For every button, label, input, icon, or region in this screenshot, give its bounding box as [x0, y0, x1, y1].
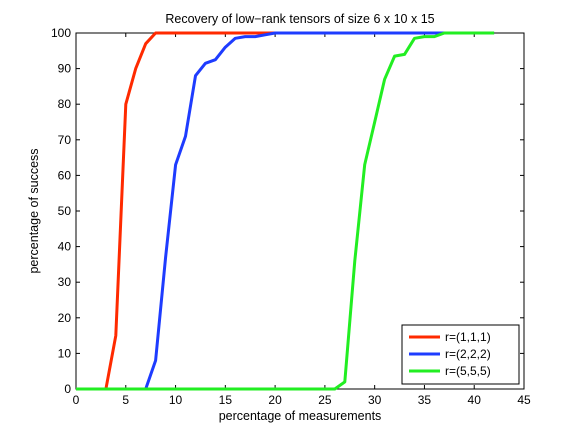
x-tick-label: 5 [122, 393, 129, 407]
y-tick-label: 0 [64, 382, 71, 396]
chart-title: Recovery of low−rank tensors of size 6 x… [165, 12, 434, 26]
legend-label: r=(1,1,1) [445, 330, 491, 344]
x-tick-label: 35 [418, 393, 432, 407]
y-tick-label: 40 [58, 240, 72, 254]
x-tick-label: 0 [73, 393, 80, 407]
axis-ticks: 0 5 10 15 20 25 30 35 40 45 0 10 20 30 40 50 60 70 80 90 100 [51, 26, 531, 407]
x-tick-label: 20 [268, 393, 282, 407]
series-line [76, 31, 495, 391]
y-tick-label: 20 [58, 311, 72, 325]
series-line [76, 31, 495, 391]
legend-label: r=(2,2,2) [445, 347, 491, 361]
legend-label: r=(5,5,5) [445, 364, 491, 378]
series-line [76, 31, 276, 391]
series-lines [76, 31, 495, 391]
x-tick-label: 15 [219, 393, 233, 407]
y-tick-label: 80 [58, 97, 72, 111]
legend: r=(1,1,1) r=(2,2,2) r=(5,5,5) [401, 324, 520, 385]
y-tick-label: 50 [58, 204, 72, 218]
x-tick-label: 30 [368, 393, 382, 407]
y-tick-label: 90 [58, 62, 72, 76]
x-tick-label: 25 [318, 393, 332, 407]
x-tick-label: 10 [169, 393, 183, 407]
x-axis-title: percentage of measurements [219, 409, 382, 423]
y-tick-label: 70 [58, 133, 72, 147]
y-axis-title: percentage of success [27, 148, 41, 273]
y-tick-label: 30 [58, 275, 72, 289]
y-tick-label: 10 [58, 346, 72, 360]
x-tick-label: 45 [517, 393, 531, 407]
y-tick-label: 100 [51, 26, 71, 40]
y-tick-label: 60 [58, 168, 72, 182]
x-tick-label: 40 [468, 393, 482, 407]
